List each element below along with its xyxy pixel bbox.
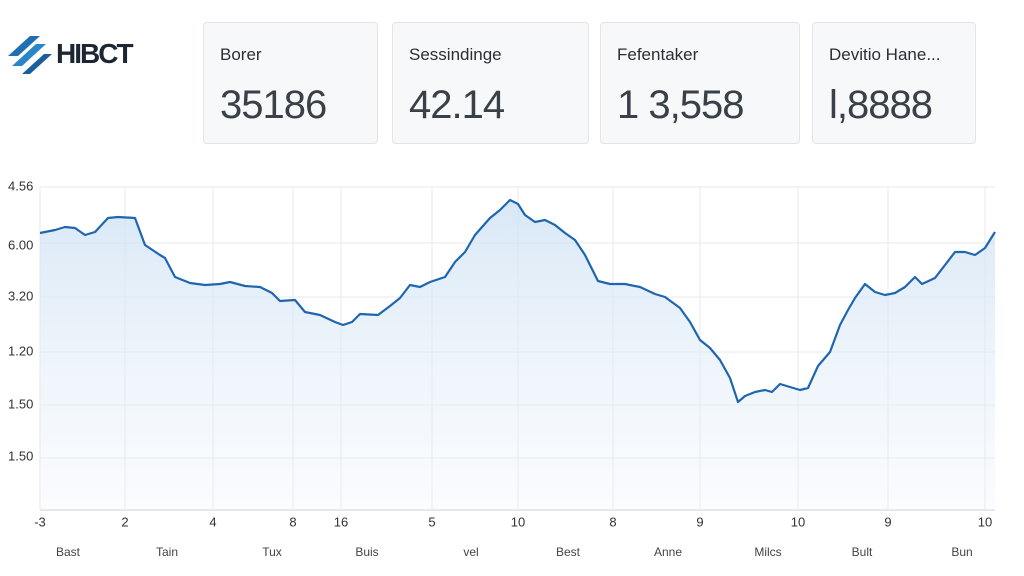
x-tick-label: 2 <box>121 514 128 529</box>
stat-card: Sessindinge 42.14 <box>392 22 589 144</box>
x-tick-label: -3 <box>34 514 46 529</box>
x-category-label: Milcs <box>754 545 781 559</box>
logo-icon <box>8 36 52 74</box>
x-tick-label: 8 <box>289 514 296 529</box>
stat-card: Fefentaker 1 3,558 <box>600 22 800 144</box>
y-tick-label: 1.50 <box>8 448 33 463</box>
y-tick-label: 6.00 <box>8 237 33 252</box>
logo: HIBCT <box>8 34 134 74</box>
card-value: l,8888 <box>829 83 933 127</box>
y-tick-label: 3.20 <box>8 288 33 303</box>
x-category-label: Buis <box>355 545 378 559</box>
y-tick-label: 1.50 <box>8 396 33 411</box>
x-category-label: Bult <box>852 545 873 559</box>
x-tick-label: 5 <box>428 514 435 529</box>
x-tick-label: 10 <box>791 514 805 529</box>
card-label: Fefentaker <box>617 45 699 64</box>
x-tick-label: 10 <box>511 514 525 529</box>
x-category-label: Tux <box>262 545 282 559</box>
x-category-label: Bun <box>951 545 972 559</box>
x-category-label: Tain <box>156 545 178 559</box>
logo-text: HIBCT <box>56 38 134 69</box>
x-tick-label: 8 <box>609 514 616 529</box>
card-value: 35186 <box>220 83 327 127</box>
x-tick-label: 10 <box>978 514 992 529</box>
y-tick-label: 1.20 <box>8 343 33 358</box>
card-label: Borer <box>220 45 262 64</box>
stat-card: Devitio Hane... l,8888 <box>812 22 976 144</box>
stat-card: Borer 35186 <box>203 22 378 144</box>
x-category-label: vel <box>463 545 478 559</box>
x-tick-label: 9 <box>884 514 891 529</box>
card-label: Sessindinge <box>409 45 502 64</box>
line-area <box>40 200 995 510</box>
line <box>39 198 996 404</box>
x-tick-label: 4 <box>209 514 216 529</box>
card-value: 42.14 <box>409 83 505 127</box>
x-tick-label: 9 <box>696 514 703 529</box>
x-category-label: Bast <box>56 545 81 559</box>
card-label: Devitio Hane... <box>829 45 941 64</box>
y-tick-label: 4.56 <box>8 178 33 193</box>
card-value: 1 3,558 <box>617 83 744 127</box>
x-category-label: Anne <box>654 545 682 559</box>
x-category-label: Best <box>556 545 581 559</box>
x-tick-label: 16 <box>334 514 348 529</box>
